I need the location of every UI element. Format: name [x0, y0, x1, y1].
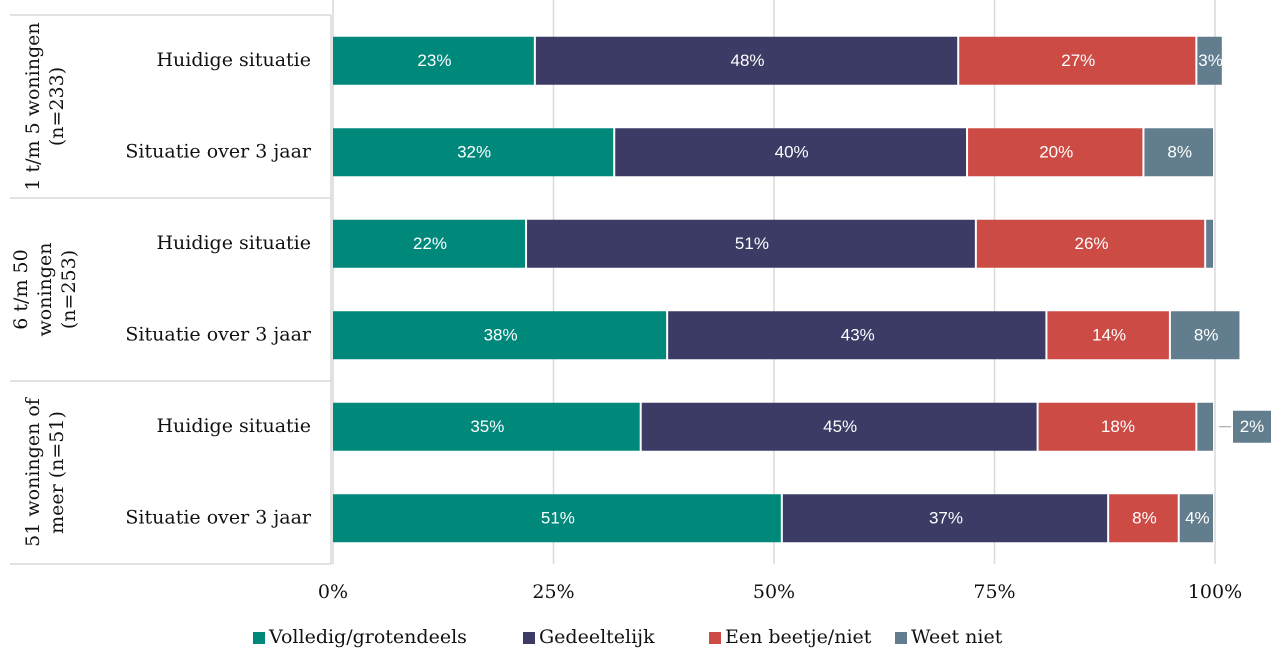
data-label: 40% [775, 143, 809, 162]
y-tick-label: Situatie over 3 jaar [125, 140, 312, 162]
data-label: 23% [417, 51, 451, 70]
bar-segment [1038, 402, 1196, 451]
bar-segment [1179, 494, 1213, 543]
y-tick-label: Huidige situatie [156, 49, 311, 71]
bar-segment [1206, 219, 1213, 268]
group-label-line: meer (n=51) [46, 411, 68, 534]
data-label: 22% [413, 234, 447, 253]
bar-segment [976, 219, 1205, 268]
data-label: 20% [1039, 143, 1073, 162]
data-label: 37% [929, 509, 963, 528]
legend-label: Weet niet [911, 626, 1003, 648]
group-label-line: 6 t/m 50 [10, 249, 32, 329]
bar-segment [615, 128, 967, 177]
bar-segment [1197, 402, 1213, 451]
data-label: 32% [457, 143, 491, 162]
data-label: 51% [541, 509, 575, 528]
x-tick-label: 75% [973, 581, 1015, 603]
bar-segment [1197, 36, 1222, 85]
bar-segment [333, 128, 614, 177]
group-label-line: 51 woningen of [22, 396, 44, 547]
bar-segment [668, 311, 1046, 360]
data-label: 8% [1167, 143, 1192, 162]
data-label: 8% [1132, 509, 1157, 528]
x-tick-label: 50% [753, 581, 795, 603]
x-tick-label: 25% [532, 581, 574, 603]
data-label: 51% [735, 234, 769, 253]
legend-label: Gedeeltelijk [539, 626, 655, 648]
bar-segment [535, 36, 958, 85]
y-tick-label: Huidige situatie [156, 415, 311, 437]
group-label: 51 woningen of meer (n=51) [22, 396, 68, 547]
bar-segment [333, 311, 667, 360]
legend-swatch [709, 632, 721, 644]
legend-swatch [523, 632, 535, 644]
data-label: 38% [484, 326, 518, 345]
bar-segment [1144, 128, 1213, 177]
group-label-line: (n=233) [46, 67, 68, 146]
bar-segment [959, 36, 1196, 85]
bar-segment [1109, 494, 1178, 543]
y-tick-label: Huidige situatie [156, 232, 311, 254]
bar-segment [527, 219, 975, 268]
bar-segment [1047, 311, 1169, 360]
data-label: 43% [841, 326, 875, 345]
data-label: 14% [1092, 326, 1126, 345]
legend-swatch [253, 632, 265, 644]
outside-label-bg [1233, 410, 1271, 443]
group-label-line: 1 t/m 5 woningen [22, 22, 44, 190]
legend-label: Volledig/grotendeels [268, 626, 467, 648]
group-label-line: woningen [34, 243, 56, 337]
data-label: 45% [823, 417, 857, 436]
group-label: 6 t/m 50 woningen (n=253) [10, 243, 80, 337]
y-tick-label: Situatie over 3 jaar [125, 506, 312, 528]
y-tick-label: Situatie over 3 jaar [125, 323, 312, 345]
bar-segment [333, 36, 534, 85]
bar-segment [641, 402, 1037, 451]
data-label: 2% [1240, 417, 1265, 436]
data-label: 18% [1101, 417, 1135, 436]
group-label: 1 t/m 5 woningen (n=233) [22, 22, 68, 190]
bar-segment [782, 494, 1108, 543]
bar-segment [1170, 311, 1240, 360]
bar-segment [333, 402, 640, 451]
bar-segment [333, 219, 526, 268]
data-label: 8% [1194, 326, 1219, 345]
legend-swatch [895, 632, 907, 644]
data-label: 35% [470, 417, 504, 436]
data-label: 48% [731, 51, 765, 70]
data-label: 26% [1075, 234, 1109, 253]
data-label: 3% [1198, 51, 1223, 70]
legend-label: Een beetje/niet [725, 626, 872, 648]
data-label: 27% [1061, 51, 1095, 70]
x-tick-label: 0% [318, 581, 348, 603]
bar-segment [333, 494, 781, 543]
x-tick-label: 100% [1188, 581, 1242, 603]
group-label-line: (n=253) [58, 250, 80, 329]
bar-segment [968, 128, 1143, 177]
data-label: 4% [1185, 509, 1210, 528]
